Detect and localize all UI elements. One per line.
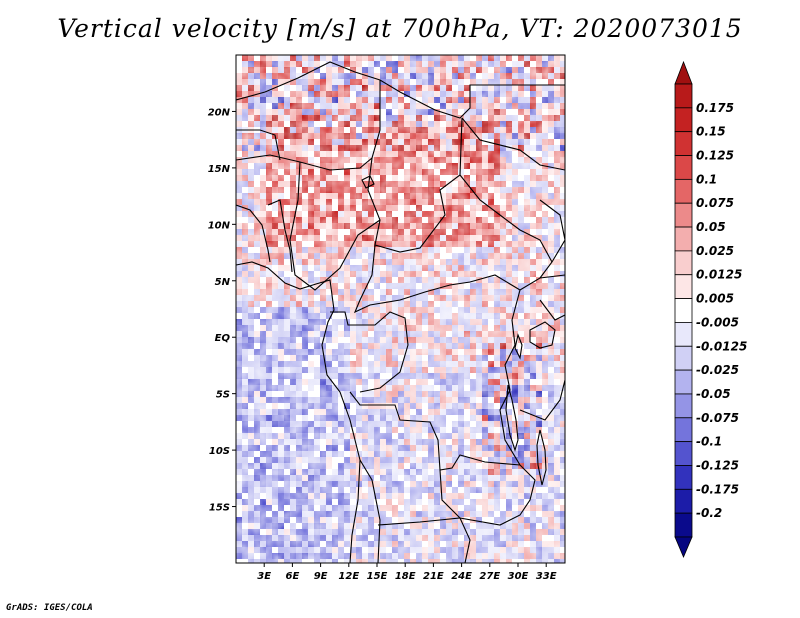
credit-text: GrADS: IGES/COLA — [6, 603, 93, 613]
colorbar-label: 0.025 — [696, 244, 734, 258]
plot-area — [236, 55, 565, 563]
y-tick-label: 10N — [208, 220, 231, 231]
y-tick-label: EQ — [215, 333, 231, 344]
border-kenya — [539, 299, 565, 321]
x-tick-label: 24E — [451, 571, 472, 582]
colorbar-swatch — [674, 250, 693, 276]
colorbar-label: -0.125 — [696, 458, 739, 472]
colorbar-label: -0.075 — [696, 411, 739, 425]
coastline-west — [236, 261, 361, 563]
x-axis: 3E 6E 9E 12E 15E 18E 21E 24E 27E 30E 33E — [257, 563, 557, 582]
y-tick-label: 20N — [208, 107, 231, 118]
lake-tanganyika — [505, 384, 519, 452]
colorbar-label: -0.025 — [696, 363, 739, 377]
colorbar-label: 0.125 — [696, 149, 734, 163]
x-tick-label: 33E — [536, 571, 557, 582]
x-tick-label: 27E — [479, 571, 500, 582]
colorbar-label: -0.2 — [696, 506, 722, 520]
colorbar-top-arrow — [674, 60, 693, 85]
country-borders — [236, 61, 565, 563]
y-tick-label: 10S — [209, 446, 230, 457]
colorbar-swatch — [674, 465, 693, 490]
colorbar-bottom-arrow — [674, 536, 693, 559]
border-east — [499, 289, 521, 466]
border-drc-angola — [349, 391, 521, 471]
colorbar-swatch — [674, 83, 693, 109]
border-gabon-congo — [330, 311, 409, 393]
x-tick-label: 3E — [257, 571, 271, 582]
colorbar-swatch — [674, 107, 693, 133]
colorbar-label: 0.05 — [696, 220, 726, 234]
x-tick-label: 18E — [395, 571, 416, 582]
x-tick-label: 12E — [338, 571, 359, 582]
colorbar-label: 0.005 — [696, 292, 734, 306]
lake-chad — [361, 175, 375, 189]
colorbar-swatch — [674, 155, 693, 180]
colorbar-swatch — [674, 274, 693, 299]
colorbar-label: 0.1 — [696, 172, 717, 186]
lake-albert — [514, 333, 523, 360]
lake-malawi — [536, 429, 547, 486]
colorbar-swatch — [674, 226, 693, 252]
y-tick-label: 5N — [215, 277, 231, 288]
colorbar-swatch — [674, 322, 693, 347]
border-west-africa — [236, 204, 271, 263]
colorbar-label: -0.05 — [696, 387, 731, 401]
border-tanzania — [519, 379, 565, 421]
colorbar-label: -0.0125 — [696, 339, 747, 353]
y-tick-label: 5S — [216, 390, 230, 401]
colorbar-swatch — [674, 393, 693, 419]
colorbar-swatch — [674, 202, 693, 228]
colorbar-swatch — [674, 178, 693, 204]
colorbar-swatch — [674, 298, 693, 323]
colorbar-swatch — [674, 417, 693, 443]
colorbar-label: 0.0125 — [696, 268, 742, 282]
border-zambia — [439, 464, 536, 526]
colorbar-label: -0.1 — [696, 435, 722, 449]
y-axis: 20N 15N 10N 5N EQ 5S 10S 15S — [208, 107, 236, 514]
y-tick-label: 15S — [209, 503, 230, 514]
x-tick-label: 21E — [423, 571, 444, 582]
colorbar-swatch — [674, 512, 693, 538]
colorbar-swatch — [674, 441, 693, 466]
border-ethiopia — [539, 199, 565, 279]
colorbar: 0.175 0.15 0.125 0.1 0.075 0.05 0.025 0.0125 0.0… — [674, 60, 747, 559]
colorbar-swatch — [674, 345, 693, 371]
border-sudan-east — [461, 117, 565, 171]
colorbar-label: -0.005 — [696, 315, 739, 329]
border-nigeria-niger — [236, 154, 373, 171]
border-chad-sudan — [367, 80, 463, 253]
lake-victoria — [529, 321, 556, 349]
colorbar-label: 0.15 — [696, 125, 726, 139]
x-tick-label: 9E — [314, 571, 328, 582]
border-namibia-botswana — [377, 517, 471, 563]
colorbar-label: 0.175 — [696, 101, 734, 115]
colorbar-swatch — [674, 488, 693, 514]
colorbar-swatch — [674, 131, 693, 156]
noise-overlay — [236, 55, 565, 563]
border-angola-south — [359, 459, 381, 563]
chart-title: Vertical velocity [m/s] at 700hPa, VT: 2… — [57, 14, 743, 43]
border-south-sudan — [459, 174, 553, 263]
border-benin — [267, 199, 293, 273]
y-tick-label: 15N — [208, 164, 231, 175]
colorbar-label: -0.175 — [696, 482, 739, 496]
x-tick-label: 6E — [286, 571, 300, 582]
plot-frame — [235, 54, 566, 564]
x-tick-label: 30E — [508, 571, 529, 582]
border-nigeria-cameroon — [289, 161, 381, 291]
border-sahara — [236, 61, 565, 119]
x-tick-label: 15E — [367, 571, 388, 582]
colorbar-label: 0.075 — [696, 196, 734, 210]
colorbar-swatch — [674, 369, 693, 395]
border-mali — [236, 129, 281, 161]
